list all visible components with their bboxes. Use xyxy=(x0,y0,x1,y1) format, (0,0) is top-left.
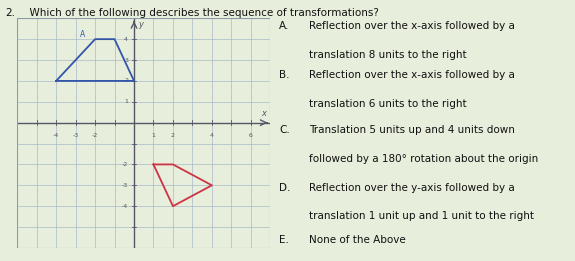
Text: A: A xyxy=(79,30,85,39)
Text: A.: A. xyxy=(279,21,289,31)
Text: -4: -4 xyxy=(122,204,128,209)
Text: translation 1 unit up and 1 unit to the right: translation 1 unit up and 1 unit to the … xyxy=(309,211,534,221)
Text: translation 8 units to the right: translation 8 units to the right xyxy=(309,50,466,60)
Text: 1: 1 xyxy=(152,133,155,138)
Text: 3: 3 xyxy=(124,57,128,63)
Text: -3: -3 xyxy=(72,133,79,138)
Text: 2.: 2. xyxy=(6,8,16,18)
Text: Reflection over the x-axis followed by a: Reflection over the x-axis followed by a xyxy=(309,70,515,80)
Text: E.: E. xyxy=(279,235,289,245)
Text: Translation 5 units up and 4 units down: Translation 5 units up and 4 units down xyxy=(309,125,515,135)
Text: B.: B. xyxy=(279,70,289,80)
Text: -3: -3 xyxy=(122,183,128,188)
Text: Which of the following describes the sequence of transformations?: Which of the following describes the seq… xyxy=(23,8,379,18)
Text: 4: 4 xyxy=(124,37,128,42)
Text: -2: -2 xyxy=(92,133,98,138)
Text: 1: 1 xyxy=(124,99,128,104)
Text: 2: 2 xyxy=(171,133,175,138)
Text: translation 6 units to the right: translation 6 units to the right xyxy=(309,99,466,109)
Text: 4: 4 xyxy=(210,133,214,138)
Text: None of the Above: None of the Above xyxy=(309,235,405,245)
Text: 2: 2 xyxy=(124,78,128,84)
Text: Reflection over the x-axis followed by a: Reflection over the x-axis followed by a xyxy=(309,21,515,31)
Text: 6: 6 xyxy=(249,133,253,138)
Text: -4: -4 xyxy=(53,133,59,138)
Text: Reflection over the y-axis followed by a: Reflection over the y-axis followed by a xyxy=(309,183,515,193)
Text: -2: -2 xyxy=(122,162,128,167)
Text: C.: C. xyxy=(279,125,290,135)
Text: D.: D. xyxy=(279,183,290,193)
Text: $y$: $y$ xyxy=(138,20,145,31)
Text: followed by a 180° rotation about the origin: followed by a 180° rotation about the or… xyxy=(309,154,538,164)
Text: $x$: $x$ xyxy=(261,109,269,118)
